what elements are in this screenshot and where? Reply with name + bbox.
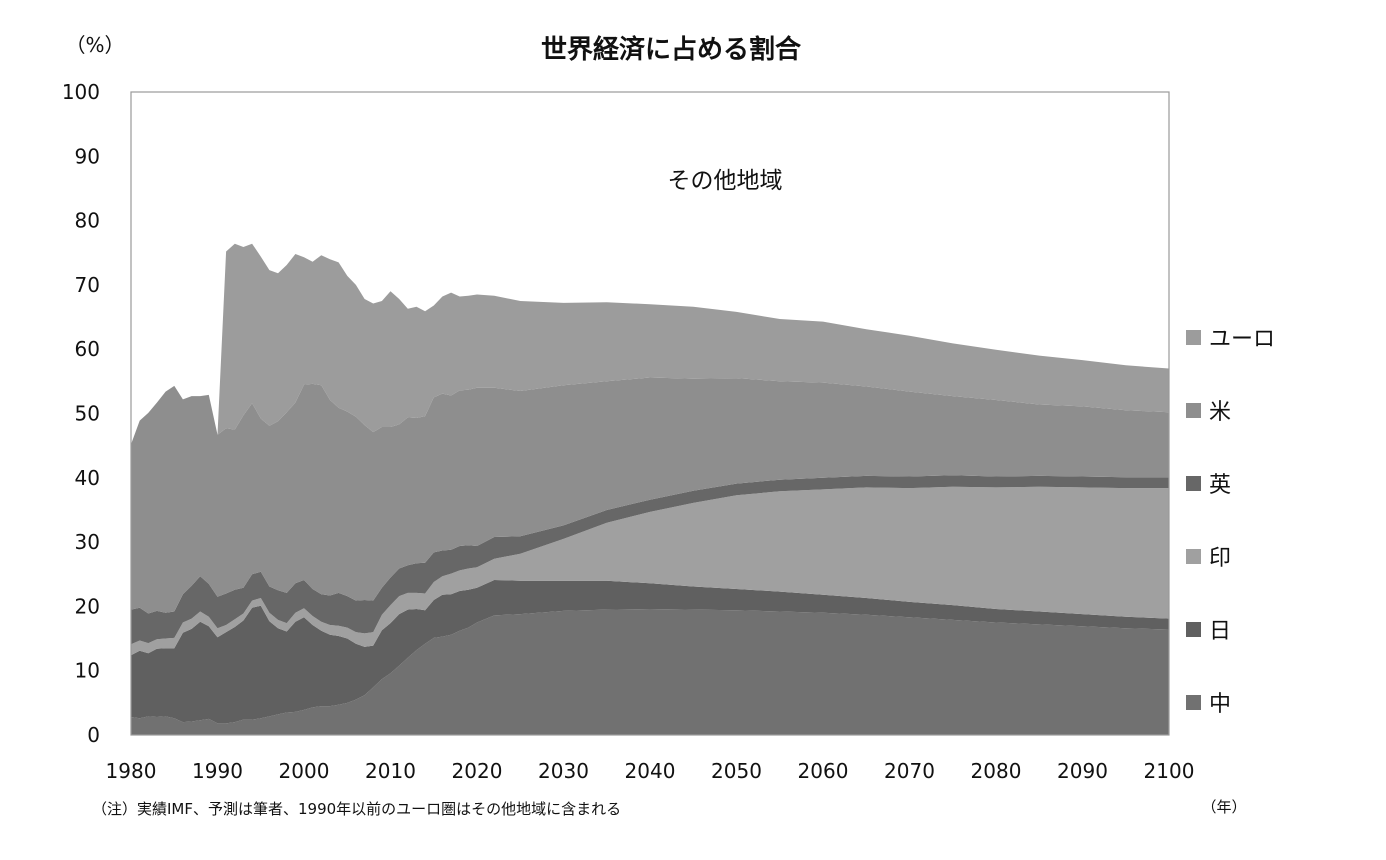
area-series-2: [131, 486, 1169, 656]
area-series-0: [131, 609, 1169, 735]
legend-swatch: [1186, 695, 1201, 710]
area-series-4: [131, 377, 1169, 614]
plot-frame: [130, 91, 1170, 736]
y-tick-label: 20: [75, 594, 100, 618]
footnote: （注）実績IMF、予測は筆者、1990年以前のユーロ圏はその他地域に含まれる: [92, 800, 621, 818]
legend-swatch: [1186, 330, 1201, 345]
x-tick-label: 2020: [452, 759, 503, 783]
x-tick-label: 2010: [365, 759, 416, 783]
x-tick-label: 2080: [971, 759, 1022, 783]
legend-label: 日: [1209, 619, 1231, 644]
x-tick-label: 1980: [106, 759, 157, 783]
x-unit-label: （年）: [1201, 798, 1246, 816]
legend-swatch: [1186, 403, 1201, 418]
area-series-3: [131, 475, 1169, 645]
y-tick-label: 0: [87, 723, 100, 747]
legend-swatch: [1186, 622, 1201, 637]
legend-label: 印: [1209, 546, 1231, 571]
x-tick-label: 1990: [192, 759, 243, 783]
y-tick-label: 80: [75, 209, 100, 233]
y-tick-label: 60: [75, 337, 100, 361]
y-unit-label: （%）: [65, 33, 124, 57]
x-tick-label: 2050: [711, 759, 762, 783]
chart-title: 世界経済に占める割合: [541, 34, 802, 65]
y-axis: 0 10 20 30 40 50 60 70 80 90 100: [62, 80, 100, 747]
y-tick-label: 30: [75, 530, 100, 554]
x-tick-label: 2090: [1057, 759, 1108, 783]
y-tick-label: 10: [75, 659, 100, 683]
x-tick-label: 2040: [625, 759, 676, 783]
x-axis: 1980 1990 2000 2010 2020 2030 2040 2050 2060 2070…: [106, 759, 1195, 783]
legend-label: 英: [1209, 473, 1231, 498]
y-tick-label: 100: [62, 80, 100, 104]
legend-swatch: [1186, 549, 1201, 564]
x-tick-label: 2070: [884, 759, 935, 783]
legend-label: 米: [1209, 400, 1231, 425]
legend-swatch: [1186, 476, 1201, 491]
y-tick-label: 50: [75, 402, 100, 426]
x-tick-label: 2030: [538, 759, 589, 783]
stacked-areas: [131, 243, 1169, 735]
x-tick-label: 2060: [798, 759, 849, 783]
legend-label: ユーロ: [1209, 327, 1275, 352]
x-tick-label: 2100: [1144, 759, 1195, 783]
y-tick-label: 90: [75, 144, 100, 168]
x-tick-label: 2000: [279, 759, 330, 783]
area-series-5: [131, 243, 1169, 445]
region-label-other: その他地域: [668, 168, 783, 194]
y-tick-label: 40: [75, 466, 100, 490]
area-series-1: [131, 580, 1169, 724]
y-tick-label: 70: [75, 273, 100, 297]
legend-label: 中: [1209, 692, 1231, 717]
